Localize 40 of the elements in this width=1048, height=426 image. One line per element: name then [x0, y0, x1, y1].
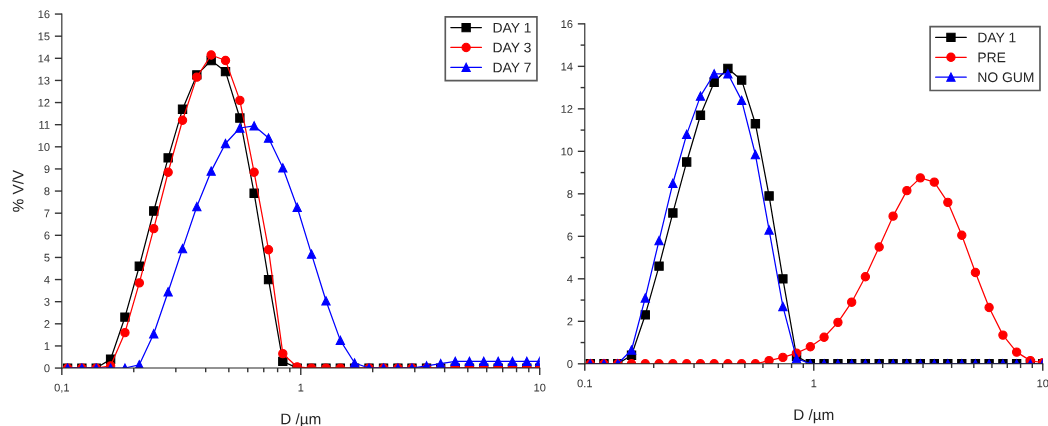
- legend-label: DAY 1: [493, 22, 531, 33]
- x-tick-label: 1: [811, 379, 817, 388]
- y-tick-label: 10: [38, 143, 50, 151]
- x-tick-label: 0.1: [577, 379, 592, 388]
- legend-label: DAY 3: [493, 42, 531, 53]
- y-tick-label: 9: [44, 165, 50, 174]
- legend-label: DAY 1: [978, 32, 1016, 43]
- y-tick-label: 4: [44, 275, 50, 284]
- y-tick-label: 16: [561, 20, 573, 28]
- y-tick-label: 14: [38, 54, 50, 63]
- y-tick-label: 1: [44, 342, 50, 350]
- y-tick-label: 8: [567, 190, 573, 198]
- y-tick-label: 0: [567, 360, 573, 368]
- y-tick-label: 7: [44, 209, 50, 218]
- y-tick-label: 6: [44, 231, 50, 240]
- y-axis-title: % V/V: [12, 169, 24, 212]
- x-axis-title: D /µm: [794, 408, 834, 424]
- y-tick-label: 15: [38, 32, 50, 41]
- x-tick-label: 10: [1037, 379, 1048, 388]
- y-tick-label: 0: [44, 364, 50, 373]
- y-tick-label: 12: [561, 105, 573, 113]
- y-tick-label: 5: [44, 253, 50, 262]
- legend-label: PRE: [978, 52, 1006, 63]
- y-tick-label: 8: [44, 187, 50, 196]
- y-tick-label: 4: [567, 275, 573, 283]
- y-tick-label: 6: [567, 232, 573, 241]
- legend-label: DAY 7: [493, 62, 531, 73]
- x-tick-label: 0,1: [54, 383, 70, 393]
- y-tick-label: 12: [38, 98, 50, 107]
- y-tick-label: 2: [44, 320, 50, 328]
- y-tick-label: 3: [44, 297, 50, 306]
- y-tick-label: 10: [561, 147, 573, 156]
- x-tick-label: 1: [298, 383, 304, 392]
- y-tick-label: 16: [38, 10, 50, 19]
- y-tick-label: 2: [567, 317, 573, 326]
- y-tick-label: 14: [561, 62, 573, 71]
- legend-label: NO GUM: [978, 72, 1034, 83]
- y-tick-label: 13: [38, 76, 50, 85]
- y-tick-label: 11: [39, 121, 50, 129]
- x-tick-label: 10: [534, 383, 546, 392]
